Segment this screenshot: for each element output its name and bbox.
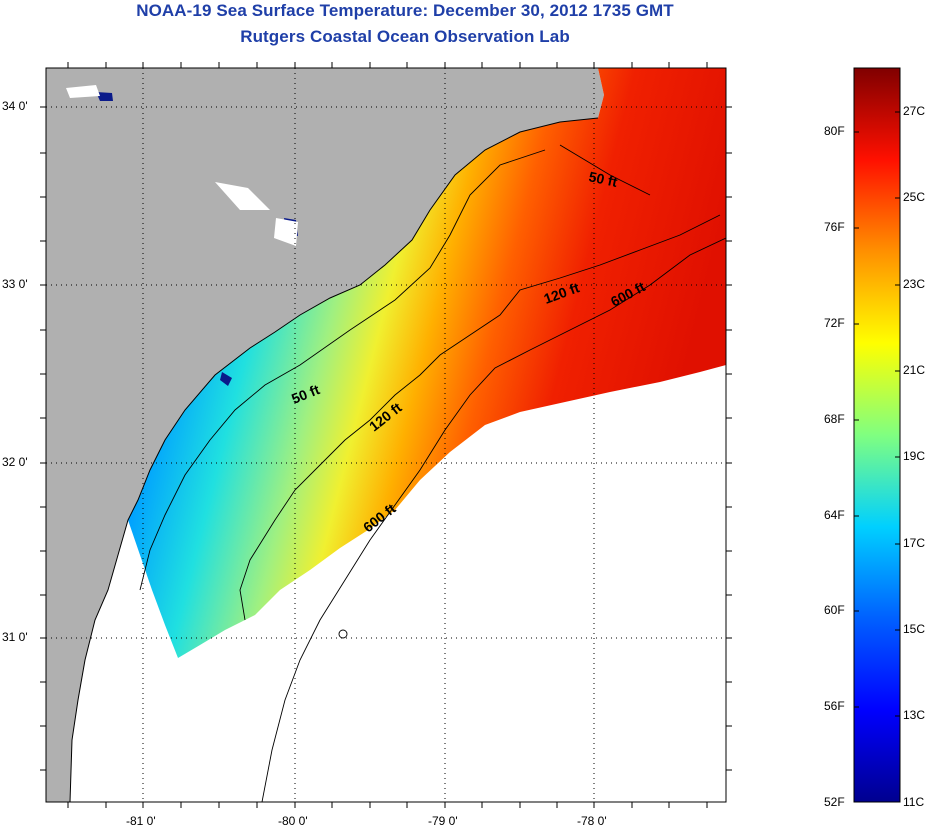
lon-label-80: -80 0'	[278, 814, 308, 828]
graticule	[46, 68, 726, 802]
lon-label-78: -78 0'	[577, 814, 607, 828]
frame-ticks	[40, 62, 732, 808]
colorbar-c-label: 11C	[903, 795, 925, 809]
colorbar-frame	[853, 67, 901, 803]
lat-label-32: 32 0'	[2, 455, 28, 469]
colorbar-c-label: 21C	[903, 363, 926, 377]
colorbar-f-label: 68F	[824, 412, 845, 426]
cloud-mask	[66, 85, 298, 246]
colorbar-f-label: 76F	[824, 220, 845, 234]
lat-label-34: 34 0'	[2, 99, 28, 113]
colorbar-f-label: 60F	[824, 603, 845, 617]
map-subtitle: Rutgers Coastal Ocean Observation Lab	[240, 27, 570, 46]
colorbar-f-label: 80F	[824, 124, 845, 138]
lon-label-79: -79 0'	[428, 814, 458, 828]
colorbar-c-label: 13C	[903, 708, 926, 722]
coastline	[69, 117, 599, 802]
colorbar-c-label: 19C	[903, 449, 926, 463]
lat-label-33: 33 0'	[2, 277, 28, 291]
contour-600ft	[261, 237, 726, 802]
contour-50ft	[139, 144, 651, 591]
map-frame	[45, 67, 727, 803]
contour-island	[338, 629, 348, 639]
colorbar-c-label: 25C	[903, 190, 926, 204]
colorbar-c-label: 15C	[903, 622, 926, 636]
colorbar-f-label: 72F	[824, 316, 845, 330]
colorbar-ticks	[854, 111, 900, 717]
map-title: NOAA-19 Sea Surface Temperature: Decembe…	[136, 1, 674, 20]
colorbar-c-label: 23C	[903, 277, 926, 291]
colorbar	[854, 68, 900, 802]
colorbar-f-label: 52F	[824, 795, 845, 809]
contour-label-50ft-north: 50 ft	[587, 168, 619, 190]
contour-120ft	[239, 214, 721, 621]
land-mass	[46, 68, 604, 802]
lat-label-31: 31 0'	[2, 630, 28, 644]
colorbar-c-label: 27C	[903, 104, 926, 118]
lon-label-81: -81 0'	[126, 814, 156, 828]
sst-field	[128, 68, 726, 658]
colorbar-c-label: 17C	[903, 536, 926, 550]
colorbar-f-label: 64F	[824, 508, 845, 522]
colorbar-f-label: 56F	[824, 699, 845, 713]
